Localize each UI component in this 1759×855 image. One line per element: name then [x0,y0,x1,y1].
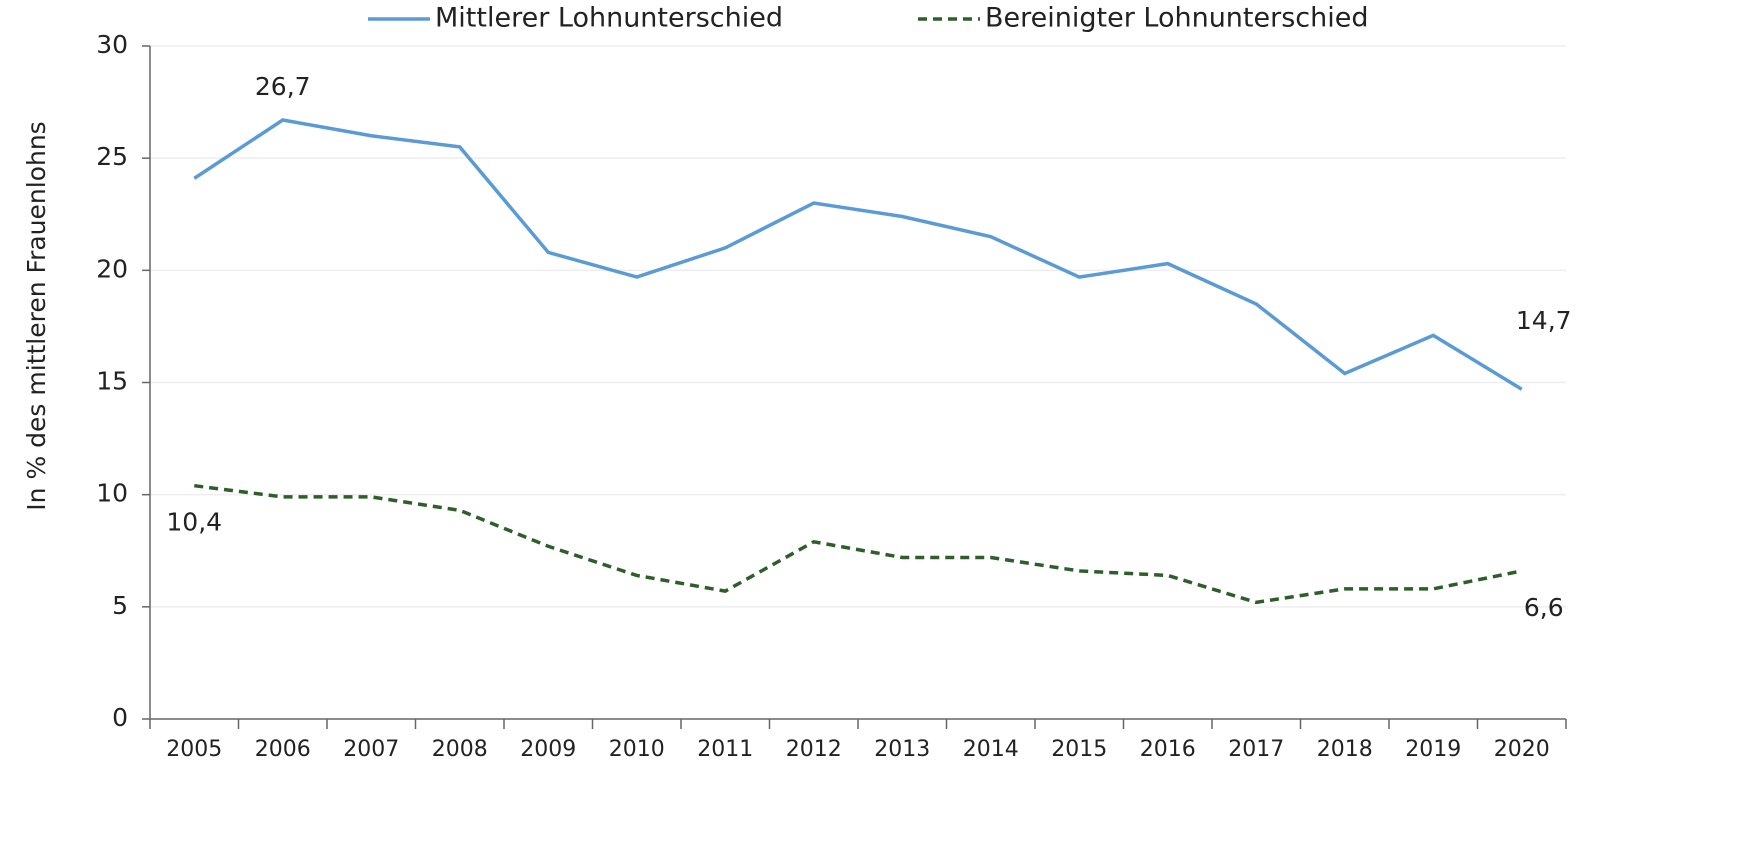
x-tick-label: 2016 [1140,737,1196,762]
series-line [193,118,1523,391]
x-tick-label: 2020 [1494,737,1550,762]
x-tick-label: 2018 [1317,737,1373,762]
x-tick-label: 2010 [609,737,665,762]
x-tick-label: 2019 [1405,737,1461,762]
data-label: 14,7 [1516,306,1572,335]
y-tick-label: 10 [96,479,128,508]
x-tick-label: 2006 [255,737,311,762]
y-tick-label: 25 [96,142,128,171]
x-tick-label: 2008 [432,737,488,762]
data-label: 6,6 [1524,593,1564,622]
x-tick-label: 2014 [963,737,1019,762]
y-axis-label: In % des mittleren Frauenlohns [22,121,51,510]
x-tick-label: 2017 [1228,737,1284,762]
y-tick-label: 5 [112,591,128,620]
x-tick-label: 2013 [874,737,930,762]
legend-label: Mittlerer Lohnunterschied [435,3,783,34]
x-tick-label: 2012 [786,737,842,762]
data-label: 26,7 [255,72,311,101]
x-tick-label: 2011 [697,737,753,762]
data-label: 10,4 [166,508,222,537]
y-tick-label: 20 [96,254,128,283]
x-tick-label: 2005 [166,737,222,762]
x-tick-label: 2007 [343,737,399,762]
x-tick-label: 2015 [1051,737,1107,762]
y-tick-label: 30 [96,30,128,59]
y-tick-label: 0 [112,703,128,732]
x-tick-label: 2009 [520,737,576,762]
series-line [194,483,1523,605]
legend-label: Bereinigter Lohnunterschied [985,3,1369,34]
y-tick-label: 15 [96,367,128,396]
